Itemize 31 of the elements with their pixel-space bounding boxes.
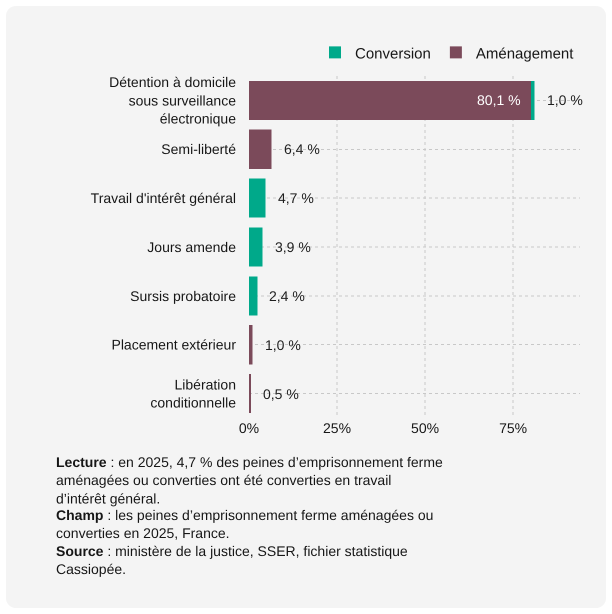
data-label: 1,0 % [547, 92, 583, 108]
bar [249, 130, 272, 169]
x-tick-label: 25% [323, 420, 352, 436]
data-label: 4,7 % [278, 190, 314, 206]
y-tick-label: Détention à domicile sous surveillance électronique [109, 74, 236, 127]
y-tick-label: Jours amende [147, 238, 236, 255]
text: Lecture : en 2025, 4,7 % des peines d’emprisonnement ferme aménagées ou converties ont été converties en travail d’intérêt général. [56, 454, 443, 506]
bar [249, 227, 263, 267]
x-tick-label: 75% [499, 420, 528, 436]
data-label: 2,4 % [269, 288, 305, 304]
data-label: 80,1 % [477, 92, 521, 108]
y-tick-label: Sursis probatoire [130, 288, 236, 304]
x-tick-label: 0% [238, 420, 260, 436]
text: Champ : les peines d’emprisonnement ferme aménagées ou converties en 2025, France. [56, 507, 434, 542]
bar [249, 276, 258, 316]
bar [531, 80, 535, 120]
data-label: 3,9 % [275, 239, 311, 255]
y-tick-label: Libération conditionnelle [150, 376, 236, 411]
y-tick-label: Travail d'intérêt général [90, 190, 236, 206]
data-label: 0,5 % [263, 386, 299, 402]
bar [249, 178, 266, 218]
data-label: 1,0 % [265, 337, 301, 353]
x-tick-label: 50% [411, 420, 440, 436]
bar [249, 80, 532, 120]
legend-label: Aménagement [476, 45, 574, 62]
y-tick-label: Semi-liberté [161, 141, 236, 158]
bar [249, 325, 253, 364]
source-note: Source : ministère de la justice, SSER, fichier statistique Cassiopée. [56, 543, 408, 578]
data-label: 6,4 % [284, 141, 320, 157]
legend-label: Conversion [355, 45, 431, 62]
y-tick-label: Placement extérieur [111, 336, 236, 353]
